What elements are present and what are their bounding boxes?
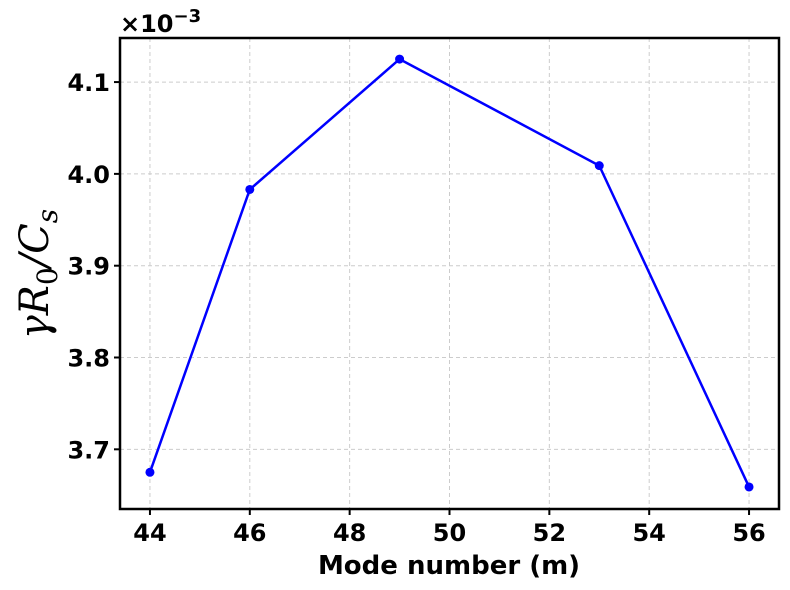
y-tick-label: 3.7 bbox=[67, 436, 110, 464]
y-tick-label: 3.8 bbox=[67, 345, 110, 373]
x-tick-label: 54 bbox=[632, 519, 665, 547]
y-label-main: γR bbox=[12, 285, 58, 339]
y-axis-label: γR0/Cs bbox=[12, 209, 64, 339]
y-offset-base: ×10 bbox=[120, 10, 174, 38]
data-point bbox=[245, 184, 255, 194]
x-tick-label: 44 bbox=[133, 519, 166, 547]
x-tick-label: 52 bbox=[533, 519, 566, 547]
x-tick-label: 56 bbox=[732, 519, 765, 547]
y-offset-exp: −3 bbox=[174, 6, 202, 27]
ticks: 44 46 48 50 52 54 56 3.7 3.8 3.9 4.0 4.1 bbox=[67, 69, 765, 547]
y-tick-label: 4.1 bbox=[67, 69, 110, 97]
series-layer bbox=[145, 54, 754, 492]
x-tick-label: 50 bbox=[433, 519, 466, 547]
y-label-sub: 0 bbox=[31, 267, 64, 285]
y-tick-label: 4.0 bbox=[67, 161, 110, 189]
x-tick-label: 46 bbox=[233, 519, 266, 547]
x-axis-label: Mode number (m) bbox=[318, 551, 580, 581]
grid bbox=[120, 38, 779, 509]
data-point bbox=[145, 467, 155, 477]
data-point bbox=[395, 54, 405, 64]
y-label-mid: /C bbox=[12, 223, 58, 271]
y-label-sub2: s bbox=[31, 209, 64, 223]
data-point bbox=[594, 161, 604, 171]
x-tick-label: 48 bbox=[333, 519, 366, 547]
y-offset-label: ×10−3 bbox=[120, 6, 201, 38]
y-tick-label: 3.9 bbox=[67, 253, 110, 281]
data-point bbox=[744, 482, 754, 492]
